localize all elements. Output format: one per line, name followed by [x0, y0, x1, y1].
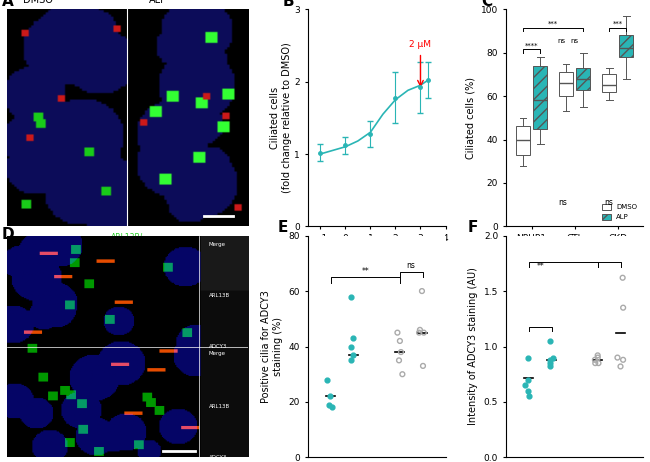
PathPatch shape: [516, 127, 530, 155]
Y-axis label: Intensity of ADCY3 staining (AU): Intensity of ADCY3 staining (AU): [468, 267, 478, 426]
Text: **: **: [361, 267, 369, 276]
Y-axis label: Ciliated cells
(fold change relative to DMSO): Ciliated cells (fold change relative to …: [270, 43, 292, 193]
PathPatch shape: [619, 35, 633, 57]
Point: [547, 354, 558, 361]
Point: [417, 287, 427, 295]
Point: [327, 404, 337, 411]
Point: [414, 329, 424, 336]
Point: [524, 393, 534, 400]
Point: [618, 304, 629, 311]
Point: [418, 362, 428, 370]
Point: [324, 401, 335, 408]
Point: [545, 359, 556, 367]
Text: Merge: Merge: [209, 242, 226, 247]
Text: ALP: ALP: [150, 0, 168, 5]
PathPatch shape: [577, 68, 590, 90]
Text: ****: ****: [525, 43, 538, 49]
Point: [346, 293, 356, 300]
Point: [593, 354, 603, 361]
Point: [322, 376, 332, 383]
Point: [395, 337, 405, 345]
Text: ns: ns: [559, 198, 567, 207]
Point: [593, 352, 603, 359]
Text: ARL13B: ARL13B: [209, 293, 230, 298]
Point: [545, 363, 555, 370]
Text: γ-Tubulin/DAPI: γ-Tubulin/DAPI: [99, 244, 154, 253]
Point: [419, 329, 429, 336]
Text: E: E: [278, 220, 288, 235]
Point: [523, 354, 534, 361]
Text: ***: ***: [548, 21, 558, 27]
Point: [612, 354, 623, 361]
Y-axis label: Ciliated cells (%): Ciliated cells (%): [465, 77, 475, 159]
PathPatch shape: [559, 72, 573, 96]
Text: ns: ns: [407, 261, 415, 270]
Text: F: F: [467, 220, 478, 235]
Point: [618, 274, 628, 281]
Text: 2 μM: 2 μM: [410, 40, 432, 49]
Point: [523, 387, 534, 395]
Point: [545, 356, 555, 364]
Point: [396, 348, 406, 356]
PathPatch shape: [533, 66, 547, 129]
Text: ns: ns: [604, 198, 614, 207]
Text: C: C: [481, 0, 492, 9]
Text: ADCY3: ADCY3: [209, 455, 228, 460]
Text: DMSO: DMSO: [23, 0, 53, 5]
Point: [346, 343, 357, 350]
Text: ARL13B/: ARL13B/: [111, 233, 143, 242]
Text: ***: ***: [612, 21, 623, 27]
Text: ns: ns: [558, 38, 566, 44]
Point: [392, 329, 402, 336]
Point: [415, 326, 425, 334]
Text: ARL13B: ARL13B: [209, 404, 230, 409]
Point: [347, 334, 358, 342]
Point: [325, 393, 335, 400]
Point: [394, 357, 404, 364]
Text: B: B: [283, 0, 294, 9]
Point: [544, 337, 554, 345]
Text: **: **: [536, 262, 544, 271]
Point: [590, 359, 601, 367]
Y-axis label: Positive cilia for ADCY3
staining (%): Positive cilia for ADCY3 staining (%): [261, 290, 283, 403]
Text: Merge: Merge: [209, 351, 226, 356]
Point: [346, 357, 356, 364]
Point: [593, 359, 604, 367]
Point: [616, 363, 626, 370]
Point: [348, 351, 358, 359]
Point: [590, 356, 600, 364]
X-axis label: log [ALP] (nM): log [ALP] (nM): [342, 249, 411, 259]
Point: [523, 376, 534, 383]
PathPatch shape: [602, 74, 616, 92]
Text: D: D: [2, 227, 14, 242]
Text: A: A: [2, 0, 14, 9]
Text: ns: ns: [571, 38, 578, 44]
Point: [618, 356, 629, 364]
Text: ADCY3: ADCY3: [209, 344, 228, 349]
Point: [520, 382, 530, 389]
Legend: DMSO, ALP: DMSO, ALP: [599, 201, 640, 223]
Point: [397, 371, 408, 378]
